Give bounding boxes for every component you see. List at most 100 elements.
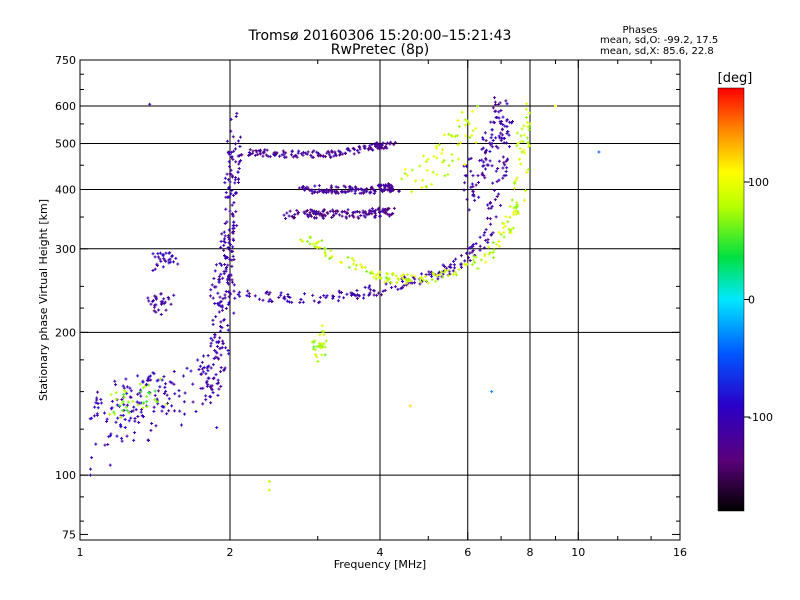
data-point	[208, 385, 212, 389]
data-point	[436, 274, 440, 278]
data-point	[463, 259, 467, 263]
data-point	[465, 164, 469, 168]
data-point	[507, 145, 511, 149]
data-point	[467, 122, 471, 126]
data-point	[357, 151, 361, 155]
data-point	[471, 174, 475, 178]
data-point	[237, 166, 241, 170]
data-point	[481, 146, 485, 150]
data-point	[116, 416, 120, 420]
data-point	[488, 251, 492, 255]
data-point	[228, 257, 232, 261]
data-point	[294, 154, 298, 158]
data-point	[437, 143, 441, 147]
data-point	[381, 141, 385, 145]
data-point	[216, 378, 220, 382]
data-point	[211, 377, 215, 381]
data-point	[321, 190, 325, 194]
data-point	[199, 372, 203, 376]
data-point	[520, 127, 524, 131]
data-point	[218, 304, 222, 308]
data-point	[491, 250, 495, 254]
data-point	[370, 207, 374, 211]
data-point	[336, 185, 340, 189]
data-point	[503, 124, 507, 128]
data-point	[497, 230, 501, 234]
data-point	[209, 395, 213, 399]
data-point	[473, 198, 477, 202]
data-point	[248, 148, 252, 152]
data-point	[124, 405, 128, 409]
data-point	[227, 151, 231, 155]
data-point	[522, 133, 526, 137]
data-point	[162, 302, 166, 306]
data-point	[295, 155, 299, 159]
data-point	[206, 354, 210, 358]
data-point	[160, 300, 164, 304]
data-point	[320, 342, 324, 346]
data-point	[323, 254, 327, 258]
data-point	[113, 412, 117, 416]
data-point	[210, 388, 214, 392]
data-point	[202, 366, 206, 370]
data-point	[392, 206, 396, 210]
data-point	[331, 296, 335, 300]
data-point	[525, 102, 529, 106]
data-point	[146, 296, 150, 300]
data-point	[456, 143, 460, 147]
data-point	[265, 290, 269, 294]
data-point	[123, 390, 127, 394]
data-point	[284, 217, 288, 221]
data-point	[311, 293, 315, 297]
data-point	[490, 390, 494, 394]
data-point	[178, 409, 182, 413]
data-point	[135, 400, 139, 404]
data-point	[315, 355, 319, 359]
data-point	[96, 406, 100, 410]
data-point	[217, 310, 221, 314]
data-point	[151, 371, 155, 375]
data-point	[313, 216, 317, 220]
data-point	[223, 221, 227, 225]
data-point	[217, 278, 221, 282]
data-point	[329, 155, 333, 159]
data-point	[267, 299, 271, 303]
data-point	[233, 181, 237, 185]
data-point	[507, 133, 511, 137]
data-point	[127, 419, 131, 423]
data-point	[500, 128, 504, 132]
data-point	[372, 288, 376, 292]
data-point	[122, 403, 126, 407]
data-point	[439, 270, 443, 274]
data-point	[442, 158, 446, 162]
data-point	[316, 245, 320, 249]
data-point	[165, 412, 169, 416]
data-point	[492, 256, 496, 260]
data-point	[153, 303, 157, 307]
data-point	[393, 285, 397, 289]
data-point	[247, 151, 251, 155]
data-point	[228, 209, 232, 213]
data-point	[147, 375, 151, 379]
data-point	[336, 299, 340, 303]
data-point	[334, 154, 338, 158]
data-point	[494, 144, 498, 148]
data-point	[406, 279, 410, 283]
data-point	[514, 178, 518, 182]
data-point	[162, 375, 166, 379]
data-point	[383, 145, 387, 149]
data-point	[380, 183, 384, 187]
data-point	[324, 339, 328, 343]
data-point	[507, 227, 511, 231]
data-point	[504, 170, 508, 174]
data-point	[350, 186, 354, 190]
data-point	[238, 294, 242, 298]
data-point	[496, 103, 500, 107]
data-point	[170, 381, 174, 385]
data-point	[315, 345, 319, 349]
data-point	[385, 141, 389, 145]
data-point	[447, 164, 451, 168]
data-point	[311, 242, 315, 246]
data-point	[223, 234, 227, 238]
data-point	[441, 275, 445, 279]
